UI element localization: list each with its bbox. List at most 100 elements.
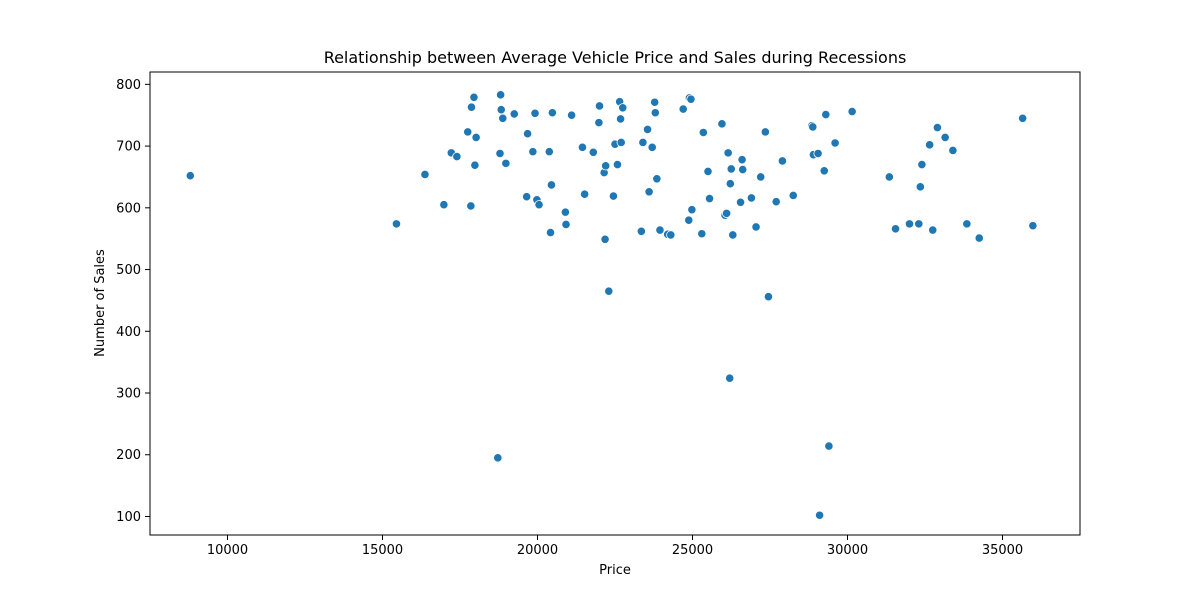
data-point: [824, 441, 834, 451]
data-point: [917, 160, 927, 170]
data-point: [890, 224, 901, 234]
data-point: [618, 103, 628, 113]
data-point: [704, 193, 715, 204]
data-point: [847, 106, 857, 117]
data-point: [470, 160, 480, 170]
data-point: [686, 94, 696, 104]
data-point: [751, 222, 761, 232]
data-point: [466, 102, 477, 112]
data-point: [697, 229, 707, 239]
y-tick-label: 200: [116, 448, 141, 463]
data-point: [534, 200, 544, 210]
data-point: [738, 164, 748, 175]
data-point: [496, 105, 506, 115]
data-point: [616, 137, 626, 147]
data-point: [948, 145, 958, 156]
data-point: [1018, 113, 1028, 123]
data-point: [650, 108, 660, 118]
data-point: [496, 90, 506, 100]
data-point: [830, 138, 840, 148]
x-axis-ticks: 10000 15000 20000 25000 30000 35000: [207, 535, 1023, 558]
data-point: [652, 174, 662, 184]
data-point: [728, 230, 738, 240]
data-point: [594, 118, 604, 128]
data-point: [495, 148, 505, 159]
data-point: [756, 172, 766, 182]
data-point: [703, 166, 713, 176]
y-tick-label: 600: [116, 201, 141, 216]
data-point: [746, 193, 757, 203]
data-point: [493, 453, 503, 463]
data-point: [566, 110, 577, 120]
data-point: [612, 160, 623, 170]
data-point: [771, 197, 781, 207]
data-point: [788, 190, 798, 201]
y-tick-label: 300: [116, 387, 141, 402]
data-point: [547, 108, 557, 118]
data-point: [580, 189, 590, 199]
data-point: [522, 129, 533, 139]
data-point: [808, 122, 818, 132]
data-point: [915, 182, 925, 192]
data-point: [522, 192, 532, 202]
x-axis-label: Price: [599, 563, 631, 578]
data-point: [528, 147, 538, 157]
data-point: [577, 142, 588, 152]
data-point: [813, 148, 823, 159]
data-point: [1028, 221, 1038, 231]
data-point: [821, 109, 831, 120]
data-point: [928, 225, 938, 235]
data-point: [763, 292, 774, 302]
data-point: [615, 114, 626, 124]
data-point: [546, 180, 557, 190]
y-tick-label: 800: [116, 78, 141, 93]
x-tick-label: 20000: [517, 543, 558, 558]
data-point: [962, 219, 972, 229]
x-tick-label: 10000: [207, 543, 248, 558]
data-point: [904, 219, 915, 229]
data-point: [638, 137, 648, 147]
data-point: [391, 219, 402, 229]
y-tick-label: 700: [116, 140, 141, 155]
data-point: [644, 187, 654, 197]
x-tick-label: 15000: [362, 543, 403, 558]
data-point: [530, 108, 540, 118]
data-point: [642, 124, 653, 135]
data-point: [940, 132, 950, 143]
data-point: [588, 147, 598, 157]
data-point: [737, 155, 747, 165]
data-point: [466, 201, 476, 211]
data-point: [925, 140, 935, 150]
data-point: [655, 225, 665, 235]
data-point: [452, 151, 462, 162]
data-point: [814, 510, 825, 520]
data-point: [884, 172, 894, 182]
data-point: [544, 147, 554, 157]
data-point: [974, 233, 984, 243]
x-tick-label: 30000: [827, 543, 868, 558]
data-point: [420, 169, 430, 180]
data-point: [678, 104, 688, 114]
data-point: [725, 373, 735, 383]
data-point: [498, 113, 508, 123]
data-point: [687, 205, 697, 215]
data-point: [545, 227, 556, 238]
data-point: [604, 286, 614, 296]
points-layer: [185, 90, 1038, 520]
data-point: [601, 161, 611, 171]
data-point: [560, 207, 571, 217]
data-point: [501, 158, 511, 168]
data-point: [463, 127, 473, 137]
data-point: [717, 119, 727, 129]
data-point: [509, 109, 519, 119]
data-point: [469, 92, 479, 102]
x-tick-label: 35000: [982, 543, 1023, 558]
plot-area-frame: [149, 71, 1081, 536]
data-point: [650, 97, 660, 107]
data-point: [471, 132, 481, 143]
y-tick-label: 400: [116, 325, 141, 340]
data-point: [561, 219, 571, 230]
data-point: [721, 208, 732, 218]
x-tick-label: 25000: [672, 543, 713, 558]
data-point: [735, 197, 746, 207]
